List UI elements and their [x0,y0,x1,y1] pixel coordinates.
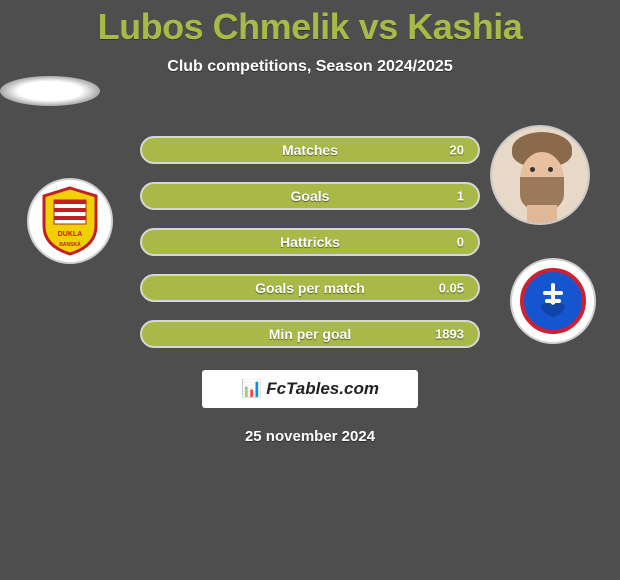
stat-row: Hattricks 0 [140,228,480,256]
player-right-photo [490,125,590,225]
slovan-crest-icon [520,268,586,334]
stat-label: Matches [282,142,338,158]
svg-text:DUKLA: DUKLA [58,231,83,238]
club-badge-left: DUKLA BANSKÁ [27,178,113,264]
stat-value-right: 0.05 [439,281,464,296]
stat-label: Min per goal [269,326,351,342]
stat-value-right: 1 [457,189,464,204]
stat-row: Matches 20 [140,136,480,164]
dukla-shield-icon: DUKLA BANSKÁ [40,186,100,256]
page-title: Lubos Chmelik vs Kashia [0,0,620,48]
club-badge-right [510,258,596,344]
stat-value-right: 1893 [435,327,464,342]
stat-row: Goals per match 0.05 [140,274,480,302]
stat-label: Goals [291,188,330,204]
stat-label: Hattricks [280,234,340,250]
stat-label: Goals per match [255,280,365,296]
player-left-photo [0,76,100,106]
chart-icon: 📊 [241,379,262,399]
stat-row: Min per goal 1893 [140,320,480,348]
stat-value-right: 20 [450,143,464,158]
subtitle: Club competitions, Season 2024/2025 [0,58,620,76]
brand-badge: 📊 FcTables.com [202,370,418,408]
stat-row: Goals 1 [140,182,480,210]
brand-text: FcTables.com [266,379,379,399]
date-label: 25 november 2024 [0,428,620,445]
svg-text:BANSKÁ: BANSKÁ [59,241,81,248]
stat-value-right: 0 [457,235,464,250]
